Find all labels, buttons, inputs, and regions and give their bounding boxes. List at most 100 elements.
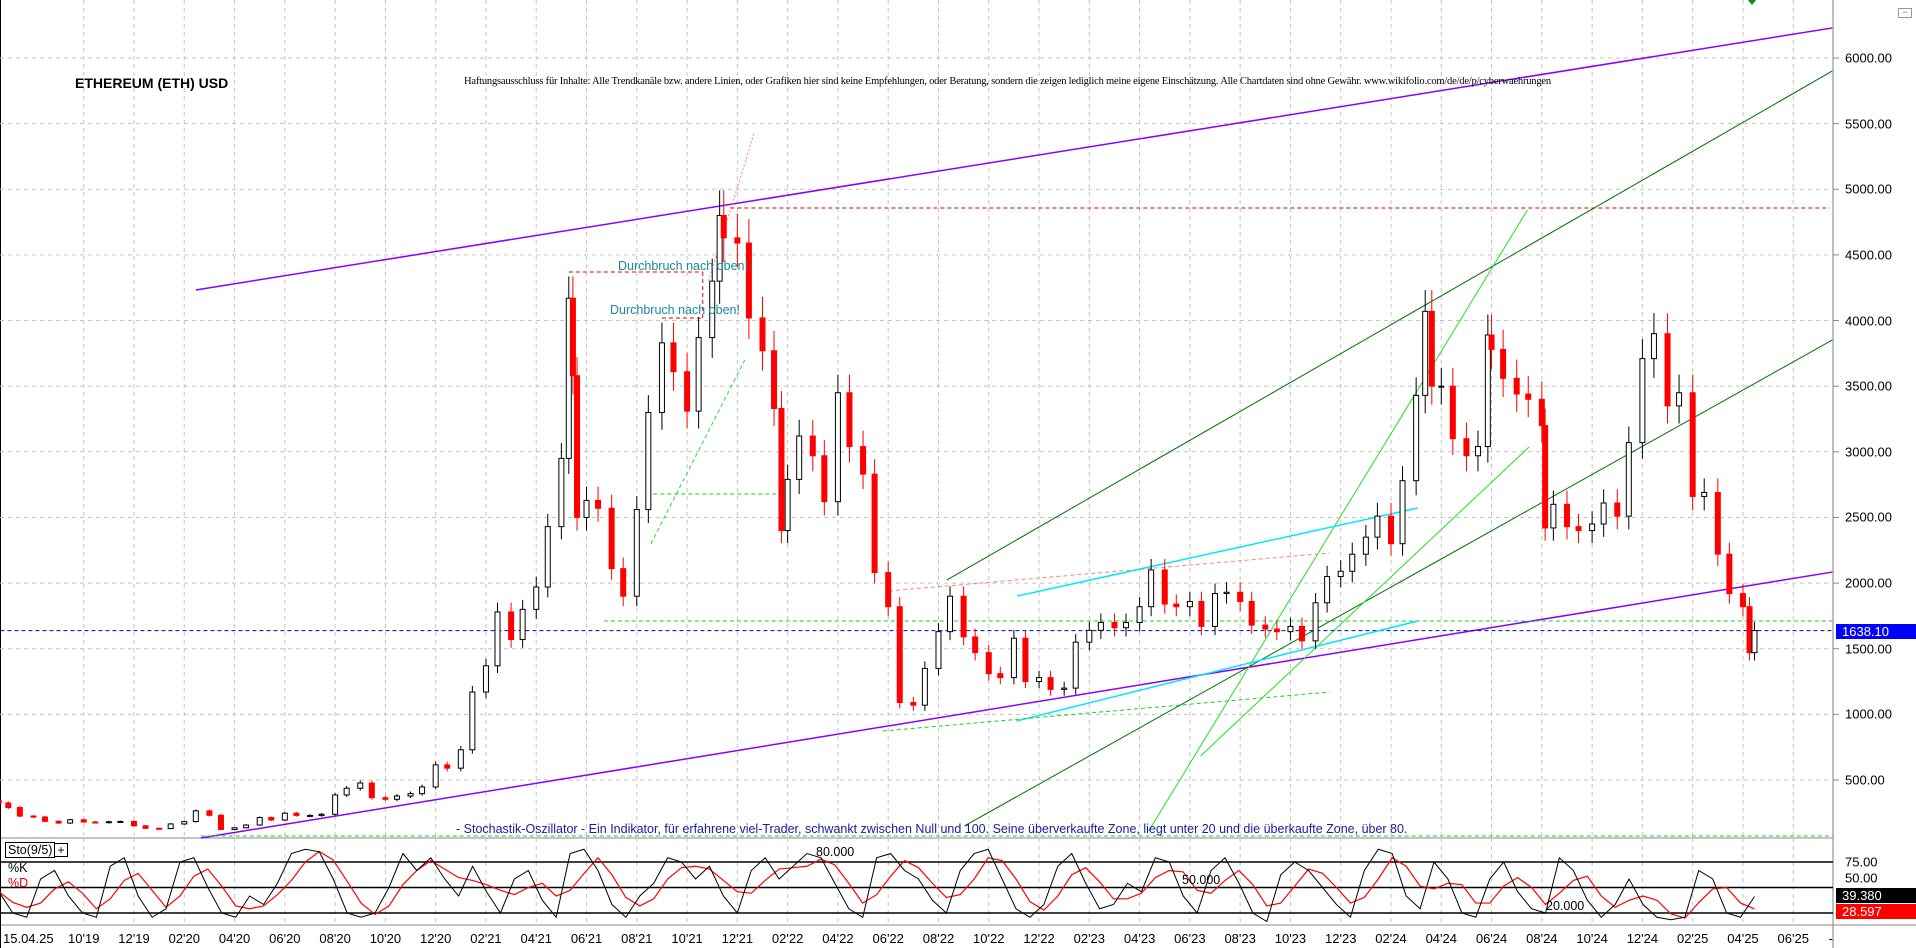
stoch-d-line [0,850,1755,919]
price-tick-label: 3000.00 [1845,444,1892,460]
candle-body [343,787,350,796]
candle-body [1198,600,1205,627]
date-tick-label: 08'23 [1224,931,1256,946]
candle-body [0,800,2,804]
candle-body [1589,523,1596,532]
candle-body [1438,385,1445,388]
date-tick-label: 08'20 [319,931,351,946]
candle-body [1563,503,1570,528]
candle-body [1701,492,1708,497]
candle-body [1538,398,1545,427]
candle-body [1111,621,1118,629]
annotation-breakout-1: Durchbruch nach oben! [618,259,748,273]
candle-body [771,350,778,409]
candle-body [105,821,112,824]
candle-body [947,595,954,633]
date-tick-label: 08'24 [1526,931,1558,946]
candle-body [55,820,62,824]
price-tick-label: 6000.00 [1845,50,1892,66]
candle-body [192,810,199,823]
candle-body [1428,310,1435,387]
stochastic-indicator-title[interactable]: Sto(9/5) [5,842,56,858]
candle-body [558,457,565,528]
candle-body [1237,591,1244,602]
date-tick-label: 10'24 [1576,931,1608,946]
candle-body [256,817,263,826]
price-tick-label: 5000.00 [1845,181,1892,197]
candle-body [720,215,727,239]
disclaimer-text: Haftungsausschluss für Inhalte: Alle Tre… [464,76,1551,87]
candle-body [1072,641,1079,689]
candle-body [217,814,224,830]
date-tick-label: 06'24 [1475,931,1508,946]
candle-body [1362,536,1369,555]
candle-body [972,636,979,654]
candle-body [896,606,903,704]
candle-body [1739,593,1746,608]
candle-body [92,821,99,824]
candle-body [1413,394,1420,482]
date-tick-label: 02'21 [470,931,502,946]
trendline-cyan-upper [1017,507,1418,597]
candle-body [16,807,23,817]
candle-body [5,802,12,809]
candle-body [1600,502,1607,525]
candle-body [834,392,841,503]
candle-body [1488,334,1495,350]
candle-body [1273,628,1280,633]
candle-body [809,435,816,457]
stoch-k-value: 39.380 [1836,888,1916,903]
candle-body [243,824,250,829]
date-tick-label: 02'24 [1375,931,1407,946]
candle-body [1136,606,1143,623]
date-tick-label: 04'23 [1123,931,1156,946]
date-tick-label: 02'20 [168,931,200,946]
candle-body [293,812,300,816]
date-tick-label: 12'22 [1023,931,1055,946]
price-tick-label: 2000.00 [1845,575,1892,591]
candle-body [1676,392,1683,407]
date-tick-label: 02'23 [1073,931,1106,946]
stoch-d-value: 28.597 [1836,904,1916,919]
date-tick-label: 04'20 [218,931,251,946]
date-tick-label: 10'21 [671,931,703,946]
candle-body [670,342,677,373]
candle-body [1422,310,1429,396]
candle-body [268,817,275,821]
candle-body [142,825,149,829]
collapse-icon[interactable]: − [1898,8,1912,18]
candle-body [1248,600,1255,626]
candle-body [41,816,48,822]
candle-body [1449,385,1456,440]
trendline-upper-channel-purple [195,27,1833,291]
candle-body [921,667,928,706]
candle-body [332,794,339,815]
candle-body [393,795,400,800]
date-tick-label: 06'25 [1777,931,1809,946]
candle-body [1287,625,1294,633]
candle-body [1726,553,1733,595]
candle-body [1650,333,1657,360]
date-tick-label: 04'25 [1727,931,1759,946]
candle-body [846,392,853,448]
candle-body [1097,621,1104,631]
trendline-pink-resistance [888,552,1330,592]
trendline-green-support-sloped [882,691,1330,732]
candle-body [1614,502,1621,517]
candle-body [1212,593,1219,627]
candle-body [469,691,476,751]
trendline-pink-steep-2021 [708,133,755,282]
candle-body [620,568,627,597]
date-tick-label: 06'23 [1174,931,1206,946]
candle-body [482,665,489,693]
candle-body [684,371,691,412]
candle-body [885,572,892,608]
candle-body [860,446,867,475]
candle-body [985,652,992,675]
candle-body [1349,553,1356,572]
date-tick-label: 12'24 [1626,931,1659,946]
add-indicator-plus-icon[interactable]: + [54,843,68,857]
price-tick-label: 4500.00 [1845,247,1892,263]
candle-body [608,507,615,570]
